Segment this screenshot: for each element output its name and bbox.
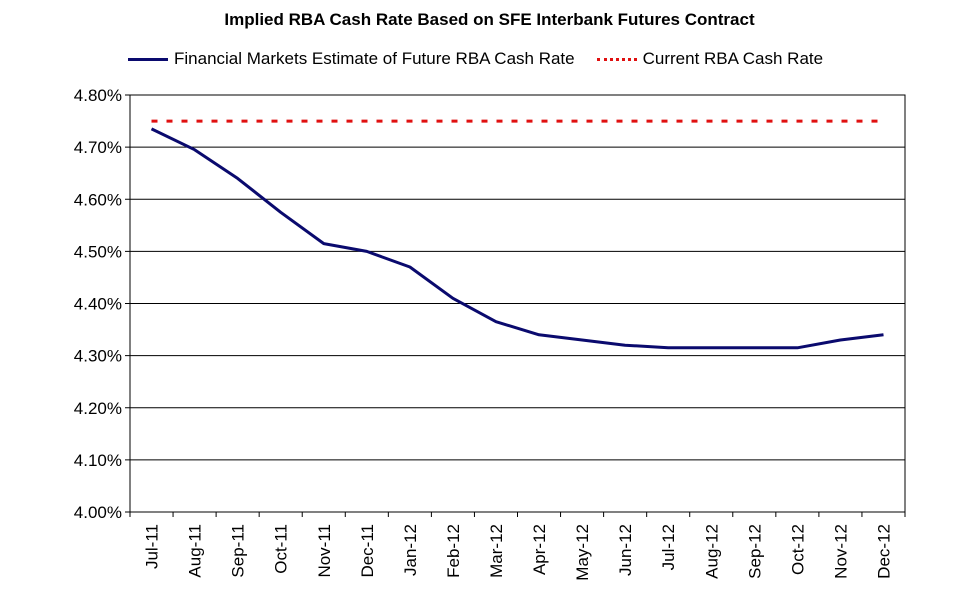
x-tick-label: Mar-12 bbox=[487, 524, 506, 578]
x-tick-label: Feb-12 bbox=[444, 524, 463, 578]
x-tick-label: Sep-11 bbox=[229, 524, 248, 578]
x-tick-label: Nov-11 bbox=[315, 524, 334, 578]
x-tick-label: Jun-12 bbox=[616, 524, 635, 576]
x-tick-label: Aug-11 bbox=[186, 524, 205, 578]
y-tick-label: 4.80% bbox=[74, 86, 122, 105]
x-tick-label: May-12 bbox=[573, 524, 592, 581]
y-tick-label: 4.70% bbox=[74, 138, 122, 157]
legend-swatch-dotted bbox=[596, 57, 637, 61]
legend: Financial Markets Estimate of Future RBA… bbox=[128, 48, 845, 70]
legend-label-estimate: Financial Markets Estimate of Future RBA… bbox=[174, 49, 575, 68]
chart-title: Implied RBA Cash Rate Based on SFE Inter… bbox=[224, 10, 755, 29]
x-tick-label: Oct-11 bbox=[272, 524, 291, 574]
legend-swatch-solid bbox=[128, 57, 168, 61]
legend-item-current: Current RBA Cash Rate bbox=[596, 49, 824, 69]
y-tick-label: 4.10% bbox=[74, 451, 122, 470]
y-tick-label: 4.40% bbox=[74, 295, 122, 314]
y-tick-label: 4.50% bbox=[74, 242, 122, 261]
series-line-estimate bbox=[150, 127, 884, 350]
x-tick-label: Jan-12 bbox=[401, 524, 420, 576]
x-tick-label: Dec-11 bbox=[358, 524, 377, 578]
y-tick-label: 4.00% bbox=[74, 503, 122, 522]
x-tick-label: Oct-12 bbox=[788, 524, 807, 575]
x-tick-label: Nov-12 bbox=[831, 524, 850, 579]
y-tick-label: 4.60% bbox=[74, 190, 122, 209]
x-tick-label: Dec-12 bbox=[874, 524, 893, 579]
x-tick-label: Sep-12 bbox=[745, 524, 764, 579]
y-tick-label: 4.30% bbox=[74, 347, 122, 366]
y-tick-label: 4.20% bbox=[74, 399, 122, 418]
x-tick-label: Aug-12 bbox=[702, 524, 721, 579]
legend-item-estimate: Financial Markets Estimate of Future RBA… bbox=[128, 49, 575, 69]
legend-label-current: Current RBA Cash Rate bbox=[642, 49, 824, 68]
x-tick-label: Jul-12 bbox=[659, 524, 678, 570]
x-tick-label: Apr-12 bbox=[530, 524, 549, 575]
x-tick-label: Jul-11 bbox=[143, 524, 162, 569]
